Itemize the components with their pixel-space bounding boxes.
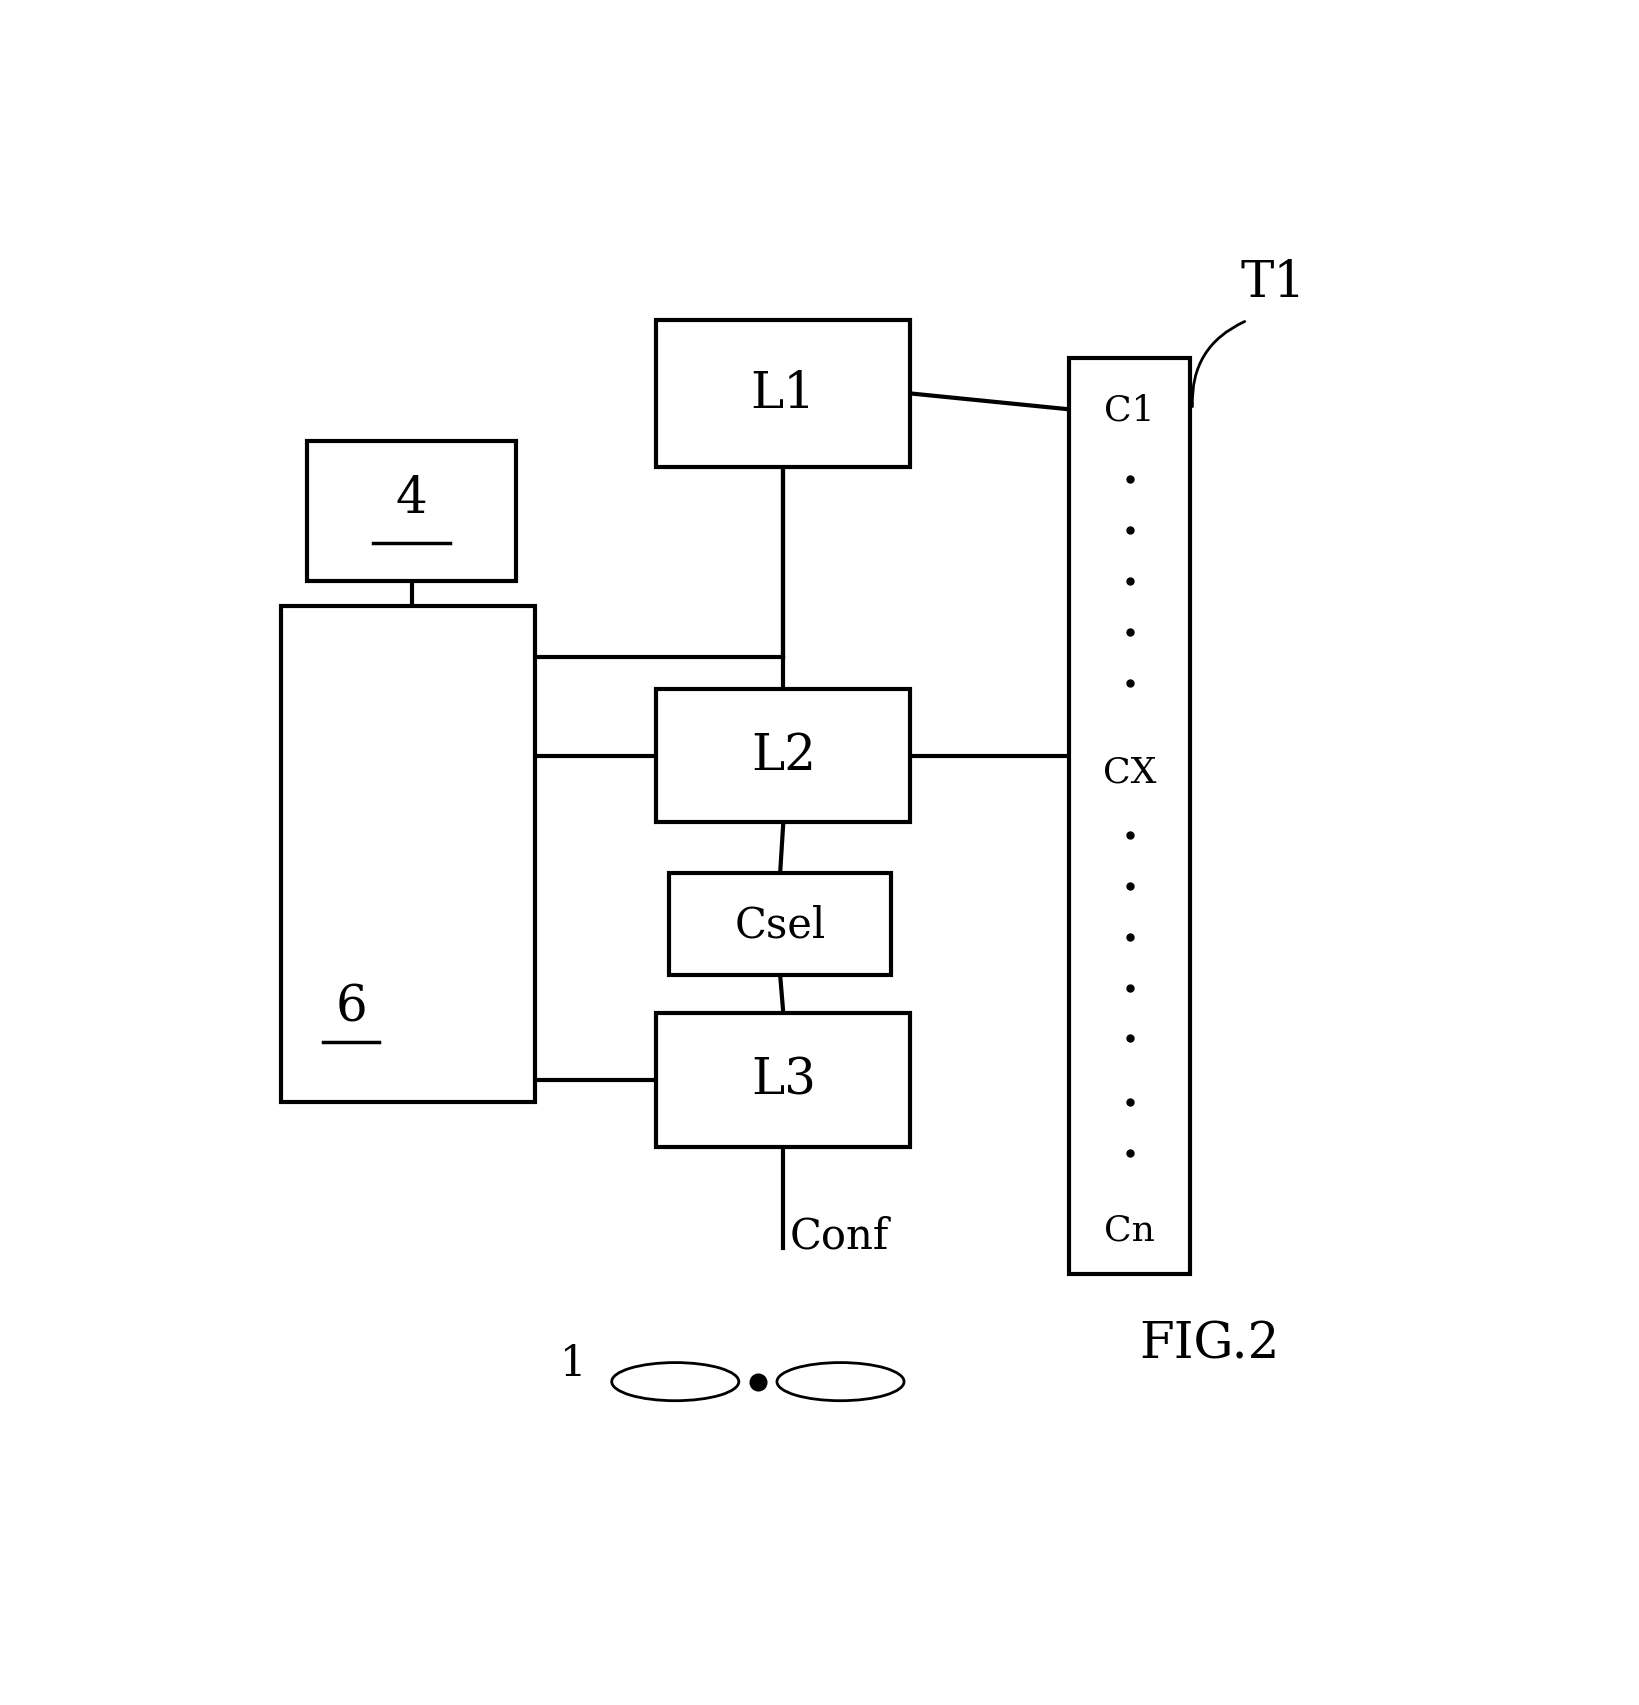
FancyBboxPatch shape xyxy=(669,873,892,975)
FancyBboxPatch shape xyxy=(1069,360,1190,1274)
Text: Csel: Csel xyxy=(734,904,826,946)
FancyBboxPatch shape xyxy=(306,442,516,581)
Text: 1: 1 xyxy=(561,1342,587,1384)
Text: L1: L1 xyxy=(751,370,815,419)
FancyBboxPatch shape xyxy=(656,1013,910,1147)
FancyBboxPatch shape xyxy=(656,689,910,824)
Text: L2: L2 xyxy=(751,731,815,781)
Text: C1: C1 xyxy=(1103,394,1154,426)
FancyBboxPatch shape xyxy=(282,607,534,1103)
FancyBboxPatch shape xyxy=(656,321,910,467)
Text: Conf: Conf xyxy=(790,1214,888,1257)
Text: 6: 6 xyxy=(334,982,367,1032)
Text: Cn: Cn xyxy=(1103,1212,1154,1246)
Text: T1: T1 xyxy=(1239,259,1305,309)
Ellipse shape xyxy=(777,1362,903,1402)
Text: 4: 4 xyxy=(395,474,428,523)
Ellipse shape xyxy=(611,1362,738,1402)
Text: FIG.2: FIG.2 xyxy=(1137,1320,1278,1369)
Text: CX: CX xyxy=(1103,755,1155,789)
Text: L3: L3 xyxy=(751,1055,815,1105)
